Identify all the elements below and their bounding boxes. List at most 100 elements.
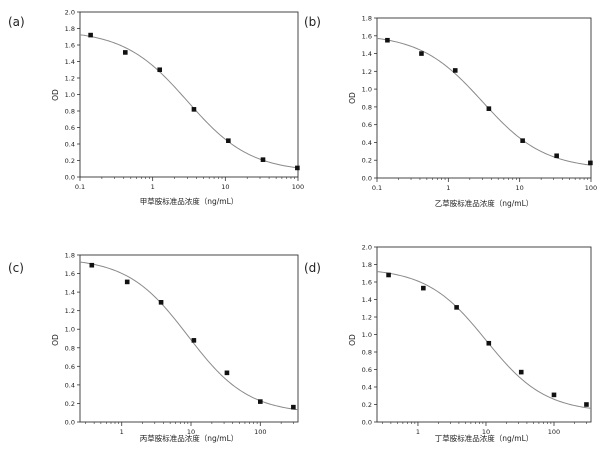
data-point — [125, 280, 130, 285]
y-tick-label: 0.0 — [65, 174, 75, 182]
x-axis-label: 乙草胺标准品浓度（ng/mL） — [435, 198, 534, 208]
y-tick-label: 1.0 — [65, 326, 75, 334]
y-tick-label: 0.0 — [65, 419, 75, 427]
y-tick-label: 1.0 — [362, 86, 372, 94]
plot-frame — [80, 255, 298, 422]
y-tick-label: 0.4 — [65, 141, 75, 149]
y-tick-label: 0.8 — [362, 349, 372, 357]
data-point — [192, 107, 197, 112]
y-tick-label: 1.2 — [65, 307, 75, 315]
x-axis-label: 甲草胺标准品浓度（ng/mL） — [140, 196, 239, 206]
fit-curve — [377, 38, 591, 165]
data-point — [554, 153, 559, 158]
y-tick-label: 1.4 — [362, 296, 372, 304]
data-point — [520, 138, 525, 143]
y-tick-label: 1.2 — [362, 314, 372, 322]
data-point — [454, 305, 459, 310]
y-tick-label: 2.0 — [65, 9, 75, 17]
y-tick-label: 1.0 — [362, 331, 372, 339]
y-tick-label: 1.6 — [65, 42, 75, 50]
y-tick-label: 1.6 — [65, 270, 75, 278]
fit-curve — [80, 35, 298, 168]
y-tick-label: 0.2 — [362, 157, 372, 165]
data-point — [295, 166, 300, 171]
data-point — [552, 393, 557, 398]
x-tick-label: 1 — [416, 428, 420, 436]
y-tick-label: 0.8 — [362, 103, 372, 111]
y-tick-label: 1.4 — [65, 58, 75, 66]
y-tick-label: 0.4 — [362, 384, 372, 392]
data-point — [519, 370, 524, 375]
y-tick-label: 1.6 — [362, 279, 372, 287]
plot-frame — [80, 12, 298, 177]
fit-curve — [80, 262, 298, 410]
y-tick-label: 0.2 — [65, 400, 75, 408]
x-tick-label: 1 — [446, 184, 450, 192]
y-axis-label: OD — [348, 334, 357, 346]
y-tick-label: 0.4 — [65, 381, 75, 389]
y-tick-label: 1.2 — [362, 68, 372, 76]
y-tick-label: 0.0 — [362, 419, 372, 427]
x-tick-label: 10 — [221, 183, 229, 191]
data-point — [159, 300, 164, 305]
data-point — [453, 68, 458, 73]
y-tick-label: 0.2 — [362, 401, 372, 409]
x-tick-label: 100 — [585, 184, 597, 192]
chart-panel-4: 0.00.20.40.60.81.01.21.41.61.82.0110100(… — [304, 244, 591, 444]
chart-panel-2: 0.0 0.2 0.4 0.6 0.8 1.0 1.2 1.4 1.6 1.8 0.1 1 10 100 (… — [304, 15, 597, 209]
panel-label: (c) — [8, 261, 24, 275]
data-point — [258, 399, 263, 404]
x-tick-label: 100 — [292, 183, 304, 191]
y-tick-label: 1.8 — [65, 25, 75, 33]
y-tick-label: 2.0 — [362, 244, 372, 252]
x-tick-label: 0.1 — [372, 184, 382, 192]
x-tick-label: 100 — [254, 428, 266, 436]
x-tick-label: 100 — [548, 428, 560, 436]
y-tick-label: 0.2 — [65, 157, 75, 165]
chart-panel-1: 0.00.20.40.60.81.01.21.41.61.82.00.11101… — [8, 9, 304, 207]
data-point — [386, 273, 391, 278]
panel-label: (d) — [304, 261, 321, 275]
chart-panel-3: 0.00.20.40.60.81.01.21.41.61.8110100(c)O… — [8, 252, 298, 444]
data-point — [261, 157, 266, 162]
y-tick-label: 0.6 — [65, 363, 75, 371]
y-tick-label: 1.4 — [362, 50, 372, 58]
y-tick-label: 0.8 — [65, 344, 75, 352]
x-axis-label: 丙草胺标准品浓度（ng/mL） — [140, 433, 239, 443]
data-point — [192, 338, 197, 343]
plot-frame — [377, 247, 591, 422]
y-tick-label: 1.8 — [362, 261, 372, 269]
panel-label: (b) — [304, 15, 321, 29]
y-axis-label: OD — [51, 89, 60, 101]
x-tick-label: 1 — [151, 183, 155, 191]
y-tick-label: 1.6 — [362, 32, 372, 40]
data-point — [588, 161, 593, 166]
y-tick-label: 1.8 — [65, 252, 75, 260]
y-tick-label: 0.8 — [65, 108, 75, 116]
data-point — [88, 33, 93, 38]
y-axis-label: OD — [348, 92, 357, 104]
data-point — [487, 106, 492, 111]
data-point — [419, 51, 424, 56]
x-tick-label: 10 — [516, 184, 524, 192]
y-tick-label: 0.6 — [362, 366, 372, 374]
y-tick-label: 0.0 — [362, 175, 372, 183]
x-axis-label: 丁草胺标准品浓度（ng/mL） — [435, 433, 534, 443]
y-tick-label: 1.2 — [65, 75, 75, 83]
data-point — [89, 263, 94, 268]
data-point — [385, 38, 390, 43]
data-point — [421, 286, 426, 291]
y-axis-label: OD — [51, 334, 60, 346]
y-tick-label: 0.4 — [362, 139, 372, 147]
panel-label: (a) — [8, 15, 25, 29]
fit-curve — [377, 272, 591, 409]
y-tick-label: 1.0 — [65, 91, 75, 99]
y-tick-label: 0.6 — [362, 121, 372, 129]
y-tick-label: 1.8 — [362, 15, 372, 23]
data-point — [123, 50, 128, 55]
data-point — [226, 138, 231, 143]
y-tick-label: 0.6 — [65, 124, 75, 132]
data-point — [486, 341, 491, 346]
